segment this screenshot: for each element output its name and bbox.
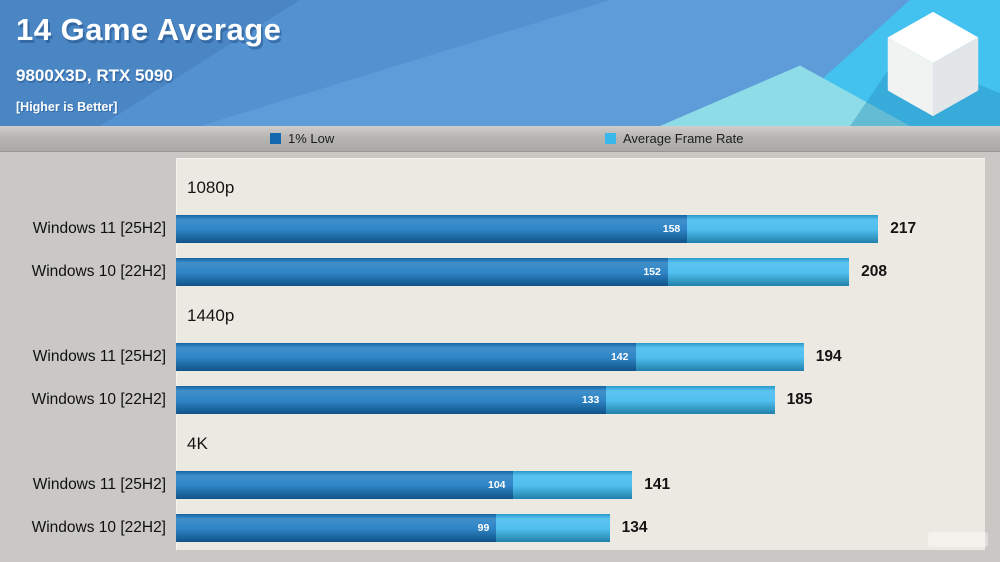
- row-label: Windows 10 [22H2]: [31, 263, 166, 280]
- table-row: Windows 10 [22H2] 152 208: [0, 258, 1000, 286]
- bar-low-value: 133: [581, 394, 600, 406]
- group-label: 4K: [187, 434, 208, 453]
- bar-avg-value: 208: [861, 263, 887, 280]
- bar-low-value: 158: [662, 223, 681, 235]
- title-block: 14 Game Average 9800X3D, RTX 5090 [Highe…: [16, 12, 281, 114]
- bar-track: 142 194: [176, 343, 985, 371]
- bar-1pct-low: 152: [176, 258, 668, 286]
- legend-label-avg: Average Frame Rate: [623, 131, 744, 146]
- table-row: Windows 11 [25H2] 142 194: [0, 343, 1000, 371]
- table-row: Windows 10 [22H2] 133 185: [0, 386, 1000, 414]
- bar-avg-value: 194: [815, 348, 842, 365]
- row-label: Windows 11 [25H2]: [32, 348, 166, 365]
- bar-track: 152 208: [176, 258, 985, 286]
- page-subtitle: 9800X3D, RTX 5090: [16, 66, 173, 85]
- resolution-group: 4K Windows 11 [25H2] 104 141 Windows 10 …: [0, 414, 1000, 542]
- group-label: 1080p: [187, 178, 235, 197]
- legend-bar: 1% Low Average Frame Rate: [0, 126, 1000, 152]
- bar-avg-value: 217: [890, 220, 917, 237]
- bar-1pct-low: 99: [176, 514, 497, 542]
- table-row: Windows 11 [25H2] 104 141: [0, 471, 1000, 499]
- cube-logo-icon: [887, 11, 979, 117]
- group-label: 1440p: [187, 306, 235, 325]
- legend-swatch-avg-icon: [605, 133, 616, 144]
- plot-groups: 1080p Windows 11 [25H2] 158 217 Windows …: [0, 158, 1000, 542]
- bar-track: 104 141: [176, 471, 985, 499]
- page-title: 14 Game Average: [16, 12, 282, 47]
- bar-avg-value: 134: [621, 519, 648, 536]
- legend-item-average-frame-rate: Average Frame Rate: [605, 126, 743, 151]
- row-label: Windows 10 [22H2]: [31, 519, 166, 536]
- legend-swatch-low-icon: [270, 133, 281, 144]
- bar-1pct-low: 142: [176, 343, 636, 371]
- group-rows: Windows 11 [25H2] 104 141 Windows 10 [22…: [0, 471, 1000, 542]
- bar-1pct-low: 104: [176, 471, 513, 499]
- row-label: Windows 10 [22H2]: [31, 391, 166, 408]
- bar-1pct-low: 133: [176, 386, 607, 414]
- watermark: [928, 532, 988, 547]
- bar-track: 133 185: [176, 386, 985, 414]
- legend-item-1pct-low: 1% Low: [270, 126, 334, 151]
- bar-low-value: 99: [477, 522, 490, 534]
- row-label: Windows 11 [25H2]: [32, 476, 166, 493]
- group-rows: Windows 11 [25H2] 158 217 Windows 10 [22…: [0, 215, 1000, 286]
- bar-track: 99 134: [176, 514, 985, 542]
- bar-low-value: 142: [610, 351, 629, 363]
- bar-low-value: 152: [643, 266, 661, 278]
- bar-avg-value: 185: [786, 391, 813, 408]
- table-row: Windows 10 [22H2] 99 134: [0, 514, 1000, 542]
- header-banner: 14 Game Average 9800X3D, RTX 5090 [Highe…: [0, 0, 1000, 126]
- higher-is-better-note: [Higher is Better]: [16, 100, 118, 114]
- resolution-group: 1080p Windows 11 [25H2] 158 217 Windows …: [0, 158, 1000, 286]
- chart-area: 1080p Windows 11 [25H2] 158 217 Windows …: [0, 158, 1000, 550]
- bar-1pct-low: 158: [176, 215, 688, 243]
- group-rows: Windows 11 [25H2] 142 194 Windows 10 [22…: [0, 343, 1000, 414]
- table-row: Windows 11 [25H2] 158 217: [0, 215, 1000, 243]
- bar-track: 158 217: [176, 215, 985, 243]
- resolution-group: 1440p Windows 11 [25H2] 142 194 Windows …: [0, 286, 1000, 414]
- row-label: Windows 11 [25H2]: [32, 220, 166, 237]
- legend-label-low: 1% Low: [288, 131, 335, 146]
- bar-low-value: 104: [488, 479, 506, 491]
- bar-avg-value: 141: [644, 476, 671, 493]
